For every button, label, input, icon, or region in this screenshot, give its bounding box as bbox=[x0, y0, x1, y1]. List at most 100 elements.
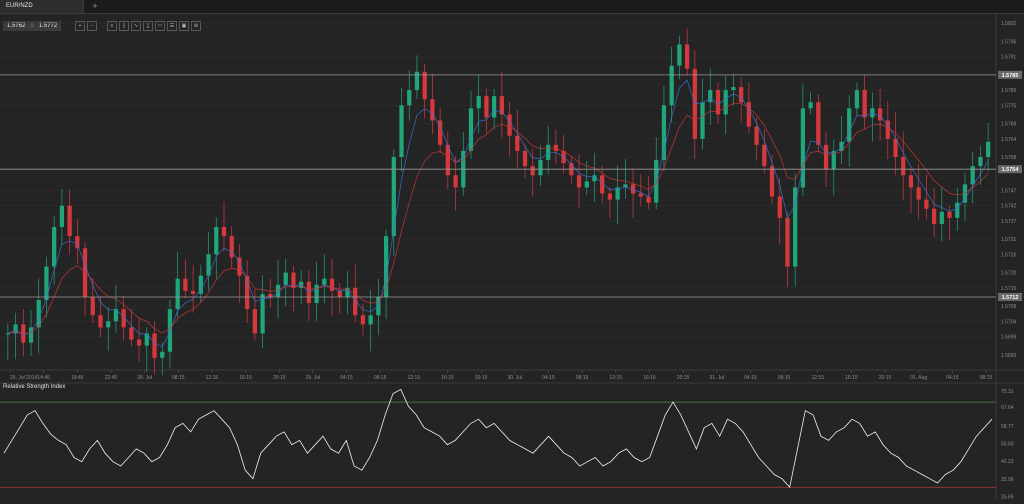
bull-candle[interactable] bbox=[28, 327, 34, 343]
bull-candle[interactable] bbox=[314, 284, 319, 304]
bear-candle[interactable] bbox=[152, 333, 157, 358]
line-chart-icon[interactable]: ∿ bbox=[131, 21, 141, 31]
bear-candle[interactable] bbox=[901, 157, 906, 176]
bull-candle[interactable] bbox=[275, 284, 281, 297]
bear-candle[interactable] bbox=[499, 96, 504, 115]
bear-candle[interactable] bbox=[947, 211, 952, 218]
bar-chart-icon[interactable]: ≡ bbox=[107, 21, 117, 31]
bear-candle[interactable] bbox=[306, 281, 312, 304]
bull-candle[interactable] bbox=[584, 181, 589, 188]
bear-candle[interactable] bbox=[129, 327, 134, 340]
bear-candle[interactable] bbox=[75, 236, 80, 249]
bear-candle[interactable] bbox=[515, 135, 520, 151]
bear-candle[interactable] bbox=[221, 226, 227, 237]
bull-candle[interactable] bbox=[106, 321, 111, 328]
bear-candle[interactable] bbox=[121, 309, 126, 328]
bull-candle[interactable] bbox=[59, 205, 65, 227]
bull-candle[interactable] bbox=[198, 275, 203, 294]
bear-candle[interactable] bbox=[245, 275, 250, 310]
bear-candle[interactable] bbox=[862, 90, 867, 118]
bear-candle[interactable] bbox=[823, 144, 829, 170]
bear-candle[interactable] bbox=[522, 150, 528, 167]
bull-candle[interactable] bbox=[113, 309, 119, 322]
add-tab-icon[interactable]: + bbox=[92, 1, 98, 11]
draw-tools-icon[interactable]: □ bbox=[155, 21, 165, 31]
bear-candle[interactable] bbox=[630, 184, 636, 194]
bear-candle[interactable] bbox=[769, 166, 775, 197]
bull-candle[interactable] bbox=[839, 141, 844, 151]
bull-candle[interactable] bbox=[407, 90, 412, 106]
bear-candle[interactable] bbox=[353, 287, 358, 316]
bear-candle[interactable] bbox=[746, 102, 751, 127]
bear-candle[interactable] bbox=[762, 144, 767, 167]
bear-candle[interactable] bbox=[777, 196, 782, 218]
bear-candle[interactable] bbox=[600, 175, 605, 194]
bear-candle[interactable] bbox=[252, 309, 257, 334]
bull-candle[interactable] bbox=[800, 108, 806, 188]
bear-candle[interactable] bbox=[576, 175, 582, 188]
bear-candle[interactable] bbox=[291, 272, 296, 288]
bull-candle[interactable] bbox=[615, 187, 620, 200]
bull-candle[interactable] bbox=[368, 315, 373, 325]
bear-candle[interactable] bbox=[337, 290, 342, 297]
bear-candle[interactable] bbox=[190, 290, 196, 294]
zoom-out-icon[interactable]: − bbox=[87, 21, 97, 31]
bull-candle[interactable] bbox=[669, 65, 674, 106]
bull-candle[interactable] bbox=[260, 293, 265, 334]
bear-candle[interactable] bbox=[98, 315, 103, 328]
bull-candle[interactable] bbox=[52, 226, 57, 267]
bull-candle[interactable] bbox=[731, 87, 736, 91]
bull-candle[interactable] bbox=[345, 287, 350, 297]
bull-candle[interactable] bbox=[962, 184, 968, 203]
bull-candle[interactable] bbox=[44, 266, 49, 301]
bull-candle[interactable] bbox=[955, 202, 960, 218]
bull-candle[interactable] bbox=[723, 90, 728, 115]
bull-candle[interactable] bbox=[592, 175, 597, 182]
bull-candle[interactable] bbox=[399, 105, 404, 158]
bear-candle[interactable] bbox=[422, 71, 427, 100]
bull-candle[interactable] bbox=[700, 102, 705, 139]
bear-candle[interactable] bbox=[916, 187, 921, 200]
bull-candle[interactable] bbox=[854, 90, 860, 109]
bear-candle[interactable] bbox=[739, 87, 744, 103]
bull-candle[interactable] bbox=[986, 141, 991, 158]
bull-candle[interactable] bbox=[13, 324, 18, 334]
bear-candle[interactable] bbox=[445, 144, 450, 176]
bear-candle[interactable] bbox=[67, 205, 72, 237]
bear-candle[interactable] bbox=[183, 278, 188, 291]
bear-candle[interactable] bbox=[229, 236, 234, 258]
bull-candle[interactable] bbox=[708, 90, 713, 103]
bull-candle[interactable] bbox=[160, 351, 165, 358]
bull-candle[interactable] bbox=[939, 211, 944, 224]
bear-candle[interactable] bbox=[885, 120, 890, 139]
bull-candle[interactable] bbox=[214, 226, 219, 255]
bear-candle[interactable] bbox=[507, 114, 512, 136]
bull-candle[interactable] bbox=[677, 44, 682, 66]
bull-candle[interactable] bbox=[175, 278, 180, 310]
bear-candle[interactable] bbox=[82, 248, 88, 297]
bear-candle[interactable] bbox=[360, 315, 366, 325]
bull-candle[interactable] bbox=[167, 309, 173, 352]
bear-candle[interactable] bbox=[893, 138, 898, 158]
bear-candle[interactable] bbox=[924, 199, 929, 209]
bear-candle[interactable] bbox=[430, 99, 435, 121]
bear-candle[interactable] bbox=[638, 193, 643, 197]
bear-candle[interactable] bbox=[237, 257, 242, 276]
bear-candle[interactable] bbox=[90, 296, 95, 316]
bear-candle[interactable] bbox=[684, 44, 690, 69]
bull-candle[interactable] bbox=[623, 184, 628, 188]
bull-candle[interactable] bbox=[793, 187, 798, 267]
bull-candle[interactable] bbox=[36, 300, 41, 328]
template-icon[interactable]: ▣ bbox=[179, 21, 189, 31]
bear-candle[interactable] bbox=[816, 102, 821, 145]
bull-candle[interactable] bbox=[661, 105, 667, 161]
bull-candle[interactable] bbox=[206, 254, 211, 276]
bull-candle[interactable] bbox=[468, 108, 474, 151]
bear-candle[interactable] bbox=[268, 293, 273, 297]
zoom-in-icon[interactable]: + bbox=[75, 21, 85, 31]
bull-candle[interactable] bbox=[144, 333, 149, 346]
bull-candle[interactable] bbox=[978, 157, 983, 167]
bull-candle[interactable] bbox=[808, 102, 813, 109]
settings-icon[interactable]: ⚙ bbox=[191, 21, 201, 31]
